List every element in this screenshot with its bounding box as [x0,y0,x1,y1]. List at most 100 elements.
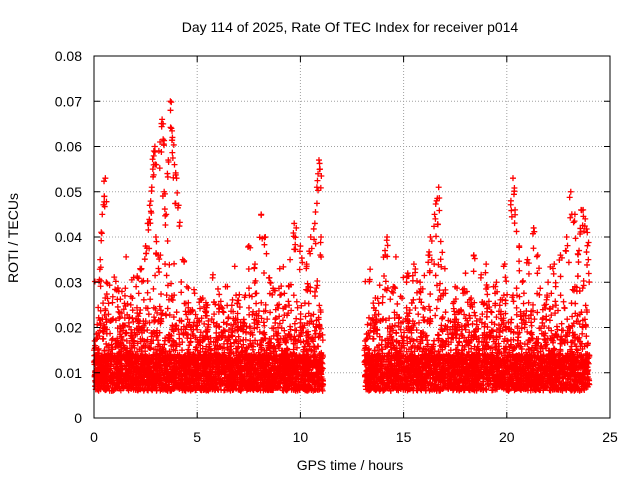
data-point [104,295,111,302]
data-point [251,325,258,332]
data-point [254,324,261,331]
data-point [164,353,171,360]
data-point [148,386,155,393]
data-point [101,312,108,319]
data-point [191,290,198,297]
data-point [108,355,115,362]
data-point [317,309,324,316]
data-point [236,382,243,389]
data-point [266,345,273,352]
data-point [190,350,197,357]
data-point [415,311,422,318]
data-point [221,349,228,356]
data-point [265,342,272,349]
data-point [102,316,109,323]
data-point [144,387,151,394]
data-points [91,98,593,394]
data-point [114,285,121,292]
data-point [316,376,323,383]
data-point [245,285,252,292]
data-point [260,361,267,368]
data-point [226,376,233,383]
data-point [117,363,124,370]
data-point [202,363,209,370]
data-point [123,337,130,344]
data-point [173,343,180,350]
data-point [291,320,298,327]
data-point [156,303,163,310]
data-point [238,344,245,351]
data-point [95,304,102,311]
data-point [170,314,177,321]
data-point [179,356,186,363]
data-point [235,365,242,372]
data-point [216,364,223,371]
data-point [114,335,121,342]
data-point [207,346,214,353]
data-point [237,354,244,361]
data-point [273,331,280,338]
data-point [216,291,223,298]
data-point [229,325,236,332]
data-point [100,329,107,336]
data-point [251,365,258,372]
data-point [107,361,114,368]
data-point [570,287,577,294]
data-point [117,344,124,351]
data-point [219,345,226,352]
data-point [154,343,161,350]
data-point [262,301,269,308]
data-point [183,331,190,338]
data-point [159,349,166,356]
data-point [173,322,180,329]
data-point [302,376,309,383]
data-point [199,360,206,367]
data-point [99,335,106,342]
data-point [271,343,278,350]
data-point [189,386,196,393]
data-point [94,321,101,328]
data-point [208,374,215,381]
data-point [166,361,173,368]
data-point [311,386,318,393]
data-point [250,357,257,364]
data-point [151,314,158,321]
data-point [228,322,235,329]
data-point [281,312,288,319]
data-point [303,286,310,293]
data-point [203,312,210,319]
data-point [152,272,159,279]
data-point [257,354,264,361]
data-point [123,349,130,356]
data-point [280,263,287,270]
data-point [133,304,140,311]
data-point [209,386,216,393]
data-point [197,342,204,349]
data-point [295,370,302,377]
data-point [154,309,161,316]
data-point [151,362,158,369]
data-point [104,363,111,370]
data-point [241,363,248,370]
data-point [290,336,297,343]
data-point [120,327,127,334]
data-point [260,308,267,315]
data-point [275,345,282,352]
data-point [319,353,326,360]
data-point [226,350,233,357]
data-point [166,372,173,379]
data-point [245,385,252,392]
data-point [264,316,271,323]
data-point [154,370,161,377]
data-point [286,302,293,309]
data-point [304,382,311,389]
data-point [209,274,216,281]
data-point [182,326,189,333]
data-point [238,386,245,393]
data-point [256,328,263,335]
data-point [260,330,267,337]
data-point [147,345,154,352]
data-point [170,328,177,335]
data-point [287,374,294,381]
data-point [275,305,282,312]
